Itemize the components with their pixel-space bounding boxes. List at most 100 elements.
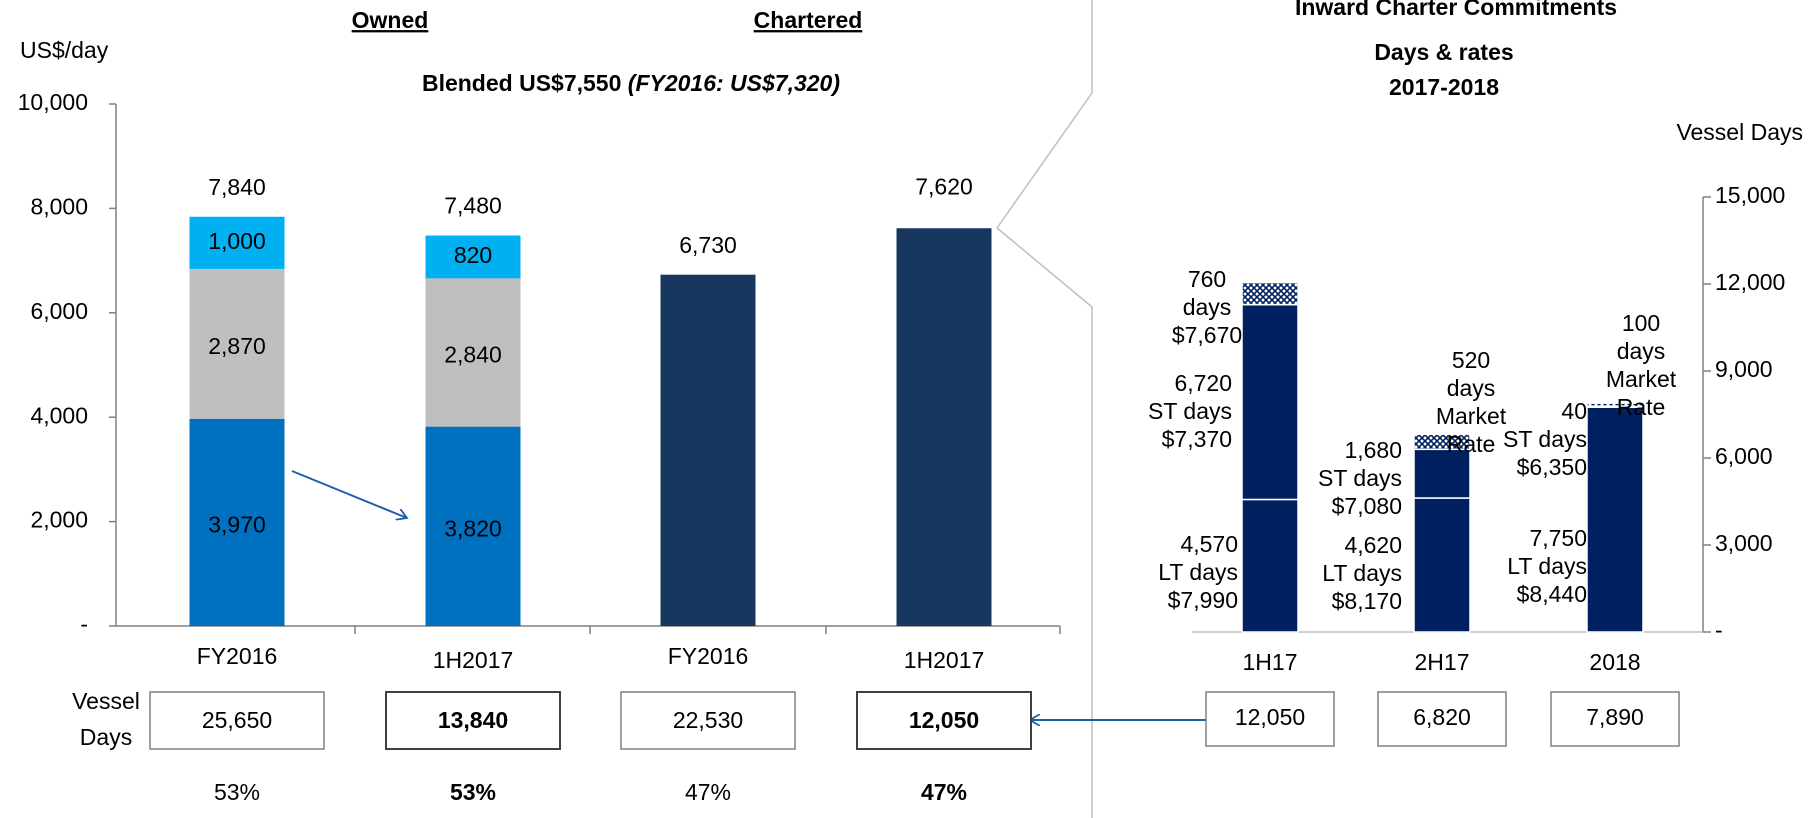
vessel-days: 12,050 (1235, 704, 1305, 730)
data-label: 40 (1561, 398, 1587, 424)
value-box (1205, 691, 1335, 747)
data-label-note: Market (1436, 403, 1507, 429)
vessel-days: 25,650 (202, 707, 272, 733)
share: 47% (685, 779, 731, 805)
bar-segment (660, 274, 756, 626)
segment-label: 820 (454, 242, 492, 268)
zoom-line (996, 227, 1093, 308)
group-title: Chartered (754, 7, 863, 33)
share: 53% (450, 779, 496, 805)
y-axis-label: US$/day (20, 37, 109, 63)
value-box (149, 691, 325, 750)
value-box (385, 691, 561, 750)
y-tick-label: 2,000 (30, 507, 88, 533)
x-tick-label: 2H17 (1415, 649, 1470, 675)
subtitle: Days & rates (1374, 39, 1513, 65)
data-label: 4,570 (1180, 531, 1238, 557)
value-box (620, 691, 796, 750)
subtitle: Blended US$7,550 (FY2016: US$7,320) (422, 70, 840, 96)
bar-segment (425, 278, 521, 427)
y-tick-label: - (80, 611, 88, 637)
vessel-days: 22,530 (673, 707, 743, 733)
y-tick-label: 6,000 (1715, 443, 1773, 469)
y-tick-label: 3,000 (1715, 530, 1773, 556)
bar-segment (425, 235, 521, 279)
vessel-days: 13,840 (438, 707, 508, 733)
share: 47% (921, 779, 967, 805)
data-label-note: days (1447, 375, 1496, 401)
bar-segment (1241, 281, 1299, 306)
bar-segment (1241, 303, 1299, 501)
row-label: Days (80, 724, 132, 750)
bar-segment (189, 268, 285, 419)
bar-segment (896, 228, 992, 626)
bar-segment (1413, 433, 1471, 451)
bar-segment (425, 426, 521, 626)
total-label: 6,730 (679, 232, 737, 258)
data-label-note: ST days (1148, 398, 1232, 424)
y-axis-label: Vessel Days (1676, 119, 1803, 145)
bar-segment (1586, 402, 1644, 407)
data-label-note: days (1183, 294, 1232, 320)
y-tick-label: 10,000 (18, 89, 88, 115)
data-label-note: $7,080 (1332, 493, 1402, 519)
total-label: 7,480 (444, 193, 502, 219)
data-label: 4,620 (1344, 532, 1402, 558)
chart-title: Inward Charter Commitments (1295, 0, 1617, 20)
x-tick-label: 1H2017 (433, 647, 514, 673)
data-label-note: $8,170 (1332, 588, 1402, 614)
data-label: 100 (1622, 310, 1660, 336)
bar-segment (1241, 498, 1299, 633)
bar-segment (189, 418, 285, 626)
data-label-note: $7,990 (1168, 587, 1238, 613)
y-tick-label: 12,000 (1715, 269, 1785, 295)
data-label-note: Rate (1447, 431, 1496, 457)
x-tick-label: 2018 (1589, 649, 1640, 675)
data-label-note: LT days (1158, 559, 1238, 585)
data-label-note: Market (1606, 366, 1677, 392)
subtitle-main: Blended US$7,550 (422, 70, 621, 96)
data-label-note: days (1617, 338, 1666, 364)
bar-segment (189, 216, 285, 269)
data-label: 6,720 (1174, 370, 1232, 396)
x-tick-label: FY2016 (668, 643, 749, 669)
data-label-note: $7,370 (1162, 426, 1232, 452)
bar-segment (1413, 497, 1471, 633)
value-box (1550, 691, 1680, 747)
zoom-line (996, 92, 1093, 229)
vessel-days: 12,050 (909, 707, 979, 733)
arrow (291, 470, 407, 518)
value-box (856, 691, 1032, 750)
segment-label: 2,840 (444, 342, 502, 368)
share: 53% (214, 779, 260, 805)
data-label: 7,750 (1529, 525, 1587, 551)
bar-segment (1586, 406, 1644, 633)
x-tick-label: FY2016 (197, 643, 278, 669)
data-label-note: ST days (1503, 426, 1587, 452)
data-label-note: Rate (1617, 394, 1666, 420)
data-label-note: $7,670 (1172, 322, 1242, 348)
x-tick-label: 1H17 (1243, 649, 1298, 675)
x-tick-label: 1H2017 (904, 647, 985, 673)
y-tick-label: 8,000 (30, 193, 88, 219)
vessel-days: 7,890 (1586, 704, 1644, 730)
y-tick-label: - (1715, 617, 1723, 643)
subtitle-note: (FY2016: US$7,320) (628, 70, 840, 96)
segment-label: 3,820 (444, 515, 502, 541)
vessel-days: 6,820 (1413, 704, 1471, 730)
data-label: 1,680 (1344, 437, 1402, 463)
segment-label: 2,870 (208, 333, 266, 359)
data-label-note: $8,440 (1517, 581, 1587, 607)
total-label: 7,620 (915, 173, 973, 199)
row-label: Vessel (72, 688, 140, 714)
y-tick-label: 6,000 (30, 298, 88, 324)
marks: US$/day - 2,000 4,000 6,000 8,000 10,000 Owned C… (18, 0, 1803, 805)
y-tick-label: 9,000 (1715, 356, 1773, 382)
data-label-note: LT days (1322, 560, 1402, 586)
value-box (1377, 691, 1507, 747)
total-label: 7,840 (208, 174, 266, 200)
segment-label: 3,970 (208, 511, 266, 537)
bar-segment (1413, 448, 1471, 499)
